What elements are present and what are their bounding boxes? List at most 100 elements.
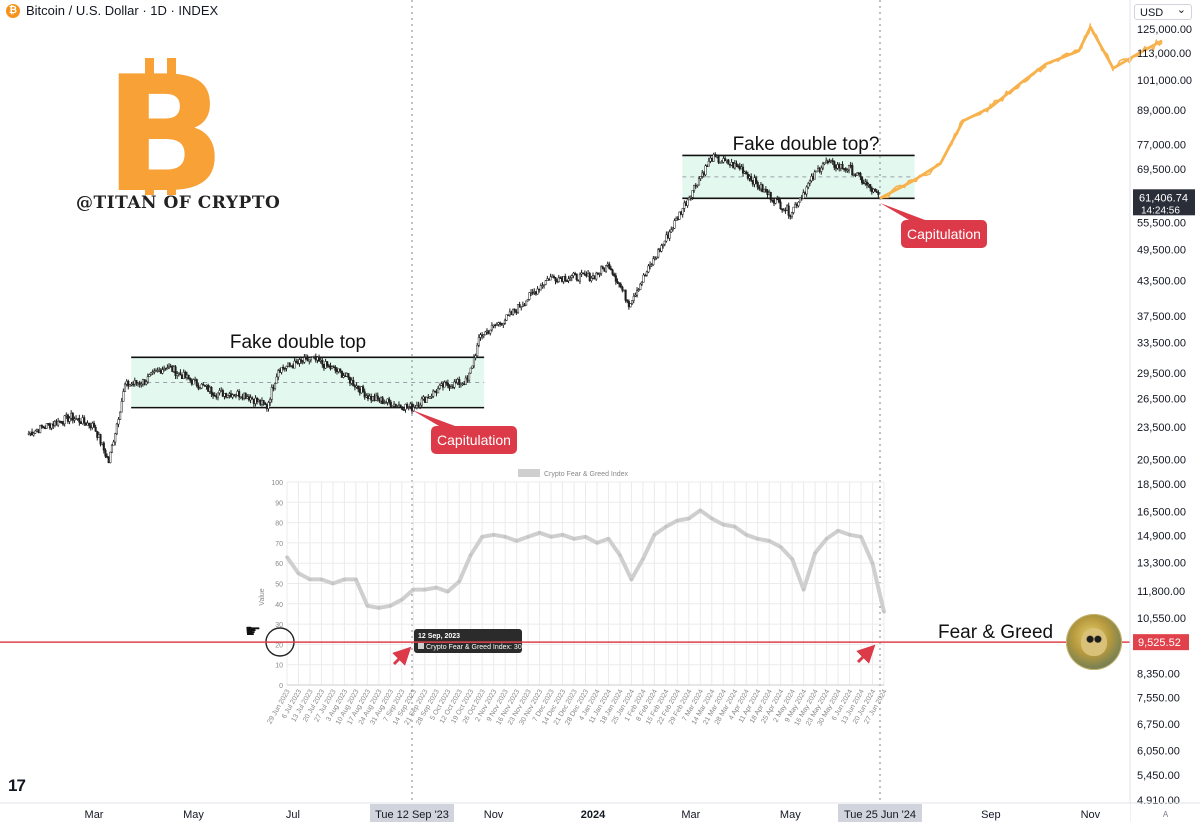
price-candle	[163, 367, 166, 370]
fg-y-tick: 20	[275, 642, 283, 649]
price-candle	[212, 393, 215, 396]
price-candle	[813, 171, 816, 180]
price-candle	[823, 162, 826, 165]
price-candle	[830, 160, 833, 162]
fg-data-point	[779, 545, 783, 549]
price-candle	[187, 374, 190, 379]
price-candle	[73, 418, 76, 421]
price-candle	[468, 372, 471, 381]
price-candle	[287, 362, 290, 367]
price-candle	[846, 169, 849, 172]
price-candle	[543, 284, 546, 286]
fg-data-point	[400, 598, 404, 602]
price-candle	[31, 431, 34, 436]
fg-data-point	[733, 525, 737, 529]
price-candle	[556, 280, 559, 283]
price-candle	[50, 423, 53, 429]
price-candle	[606, 263, 609, 266]
price-candle	[420, 398, 423, 406]
price-candle	[205, 385, 208, 387]
price-candle	[786, 205, 789, 211]
price-candle	[551, 276, 554, 278]
price-candle	[608, 263, 611, 269]
price-candle	[154, 370, 158, 373]
price-candle	[464, 377, 467, 385]
price-candle	[132, 383, 135, 386]
price-candle	[401, 406, 404, 410]
price-candle	[689, 197, 692, 199]
price-candle	[658, 249, 661, 252]
price-candle	[516, 304, 520, 313]
price-candle	[348, 377, 352, 384]
symbol-header[interactable]: ₿ Bitcoin / U.S. Dollar · 1D · INDEX	[6, 3, 218, 18]
price-candle	[278, 370, 281, 373]
price-candle	[375, 395, 378, 401]
price-candle	[755, 177, 758, 183]
price-candle	[461, 383, 464, 385]
fg-tooltip	[414, 629, 522, 653]
price-tick-label: 7,550.00	[1137, 693, 1180, 705]
price-candle	[818, 167, 821, 172]
price-candle	[764, 189, 767, 192]
price-candle	[422, 396, 425, 400]
price-candle	[190, 380, 193, 385]
price-candle	[815, 170, 818, 173]
price-candle	[766, 191, 769, 195]
currency-dropdown[interactable]: USD	[1134, 2, 1192, 20]
price-candle	[613, 273, 616, 276]
price-candle	[839, 164, 842, 169]
fg-data-point	[756, 537, 760, 541]
price-candle	[102, 442, 105, 451]
price-candle	[283, 367, 286, 370]
price-candle	[327, 365, 330, 368]
auto-scale-button[interactable]: A	[1162, 810, 1169, 819]
projection-series-detail	[912, 162, 941, 183]
price-candle	[670, 229, 673, 233]
time-tick-label: Jul	[286, 809, 300, 821]
price-candle	[526, 299, 529, 302]
price-candle	[856, 172, 859, 176]
price-candle	[549, 276, 552, 281]
price-candle	[194, 379, 197, 381]
time-tick-label: Sep	[981, 809, 1001, 821]
price-candle	[298, 359, 301, 364]
price-candle	[167, 365, 171, 368]
price-candle	[47, 423, 50, 425]
price-candle	[701, 172, 704, 177]
tradingview-logo-icon[interactable]: 17	[8, 776, 26, 795]
price-candle	[454, 381, 458, 384]
price-candle	[122, 391, 125, 402]
price-candle	[251, 397, 254, 400]
price-candle	[158, 369, 161, 372]
callout-pointer	[880, 203, 925, 220]
projection-series-detail	[939, 118, 964, 165]
price-candle	[510, 311, 513, 315]
fg-y-label: Value	[259, 588, 266, 605]
price-candle	[487, 330, 490, 334]
price-candle	[466, 377, 469, 381]
price-candle	[631, 300, 634, 304]
price-candle	[624, 289, 627, 301]
capitulation-callout[interactable]	[431, 426, 517, 454]
price-tick-label: 20,500.00	[1137, 455, 1186, 467]
bitcoin-logo-icon: B	[104, 41, 226, 228]
price-candle	[60, 420, 63, 424]
price-candle	[386, 398, 389, 403]
price-candle	[751, 180, 754, 185]
price-candle	[691, 190, 694, 198]
price-candle	[872, 189, 875, 193]
price-candle	[463, 383, 466, 385]
fg-data-point	[859, 535, 863, 539]
price-candle	[29, 431, 32, 434]
price-candle	[831, 160, 834, 162]
price-candle	[570, 275, 573, 278]
price-candle	[621, 286, 624, 291]
price-candle	[451, 386, 454, 389]
price-candle	[758, 186, 761, 190]
price-candle	[562, 276, 565, 282]
price-candle	[415, 404, 418, 408]
capitulation-callout[interactable]	[901, 220, 987, 248]
fg-legend-label[interactable]: Crypto Fear & Greed Index	[544, 471, 629, 478]
